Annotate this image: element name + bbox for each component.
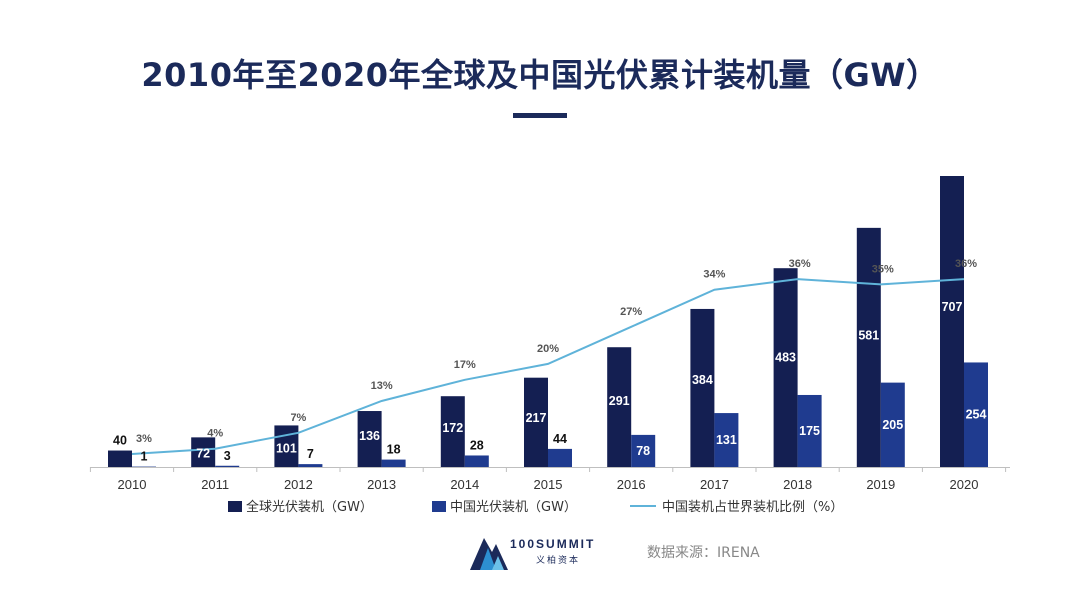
share-label-2014: 17% [454, 359, 476, 371]
china-bar-2015 [548, 448, 572, 467]
global-bar-2010 [108, 450, 132, 467]
bar-line-chart: 2010 2011 2012 2013 2014 2015 2016 2017 2018 2019… [89, 176, 1010, 515]
x-tick-label-2018: 2018 [783, 477, 812, 492]
chart-title: 2010年至2020年全球及中国光伏累计装机量（GW） [141, 56, 939, 94]
china-value-label-2019: 205 [882, 418, 903, 432]
share-label-2010: 3% [136, 433, 152, 445]
x-tick-label-2015: 2015 [534, 477, 563, 492]
share-label-2012: 7% [290, 412, 306, 424]
global-bar-2017 [690, 308, 715, 467]
china-value-label-2020: 254 [966, 408, 987, 422]
china-bar-2019 [880, 382, 905, 467]
x-tick-label-2017: 2017 [700, 477, 729, 492]
legend-label-2: 中国装机占世界装机比例（%） [662, 500, 843, 515]
brand-subtitle: 义柏资本 [536, 556, 581, 566]
x-tick-label-2014: 2014 [450, 477, 479, 492]
china-bar-2016 [631, 434, 656, 467]
share-label-2013: 13% [371, 380, 393, 392]
share-label-2020: 36% [955, 258, 977, 270]
x-tick-label-2016: 2016 [617, 477, 646, 492]
global-value-label-2010: 40 [113, 434, 127, 448]
title-underline [513, 113, 567, 118]
global-bar-2015 [524, 377, 548, 467]
share-label-2018: 36% [789, 258, 811, 270]
china-bar-2020 [964, 362, 988, 467]
china-value-label-2013: 18 [387, 443, 401, 457]
brand-logo-icon [470, 538, 508, 570]
share-label-2015: 20% [537, 343, 559, 355]
x-tick-label-2019: 2019 [866, 477, 895, 492]
global-bar-2018 [773, 268, 798, 467]
global-bar-2020 [940, 176, 964, 467]
china-value-label-2015: 44 [553, 432, 567, 446]
global-value-label-2011: 72 [196, 447, 210, 461]
china-value-label-2010: 1 [141, 450, 148, 464]
china-bar-2018 [797, 394, 822, 467]
share-label-2019: 35% [872, 263, 894, 275]
global-value-label-2018: 483 [775, 351, 796, 365]
legend-swatch-0 [228, 501, 242, 512]
legend-label-1: 中国光伏装机（GW） [450, 500, 577, 515]
global-value-label-2014: 172 [442, 421, 463, 435]
x-tick-label-2012: 2012 [284, 477, 313, 492]
china-share-line [131, 278, 965, 455]
china-value-label-2011: 3 [224, 449, 231, 463]
china-value-label-2018: 175 [799, 424, 820, 438]
brand-name: 100SUMMIT [510, 537, 596, 551]
x-tick-label-2013: 2013 [367, 477, 396, 492]
legend-swatch-1 [432, 501, 446, 512]
global-value-label-2017: 384 [692, 373, 713, 387]
china-value-label-2012: 7 [307, 447, 314, 461]
china-bar-2012 [298, 464, 323, 467]
global-value-label-2015: 217 [526, 411, 547, 425]
china-value-label-2014: 28 [470, 438, 484, 452]
legend-label-0: 全球光伏装机（GW） [246, 499, 373, 515]
global-bar-2012 [274, 425, 299, 467]
global-value-label-2016: 291 [609, 394, 630, 408]
global-bar-2014 [440, 396, 465, 467]
china-bar-2014 [464, 455, 489, 467]
global-value-label-2019: 581 [858, 328, 879, 342]
china-value-label-2017: 131 [716, 433, 737, 447]
global-value-label-2013: 136 [359, 429, 380, 443]
x-tick-label-2011: 2011 [201, 477, 229, 492]
china-bar-2011 [215, 465, 240, 467]
data-source: 数据来源：IRENA [647, 545, 760, 561]
global-bar-2019 [856, 227, 881, 467]
share-label-2011: 4% [207, 428, 223, 440]
china-value-label-2016: 78 [636, 444, 650, 458]
china-bar-2017 [714, 413, 739, 467]
global-value-label-2012: 101 [276, 441, 297, 455]
global-bar-2013 [357, 411, 382, 467]
global-value-label-2020: 707 [942, 300, 963, 314]
global-bar-2016 [607, 347, 632, 467]
x-tick-label-2020: 2020 [950, 477, 979, 492]
x-tick-label-2010: 2010 [118, 477, 147, 492]
share-label-2016: 27% [620, 306, 642, 318]
china-bar-2013 [381, 459, 406, 467]
global-bar-2011 [191, 437, 216, 467]
share-label-2017: 34% [703, 269, 725, 281]
